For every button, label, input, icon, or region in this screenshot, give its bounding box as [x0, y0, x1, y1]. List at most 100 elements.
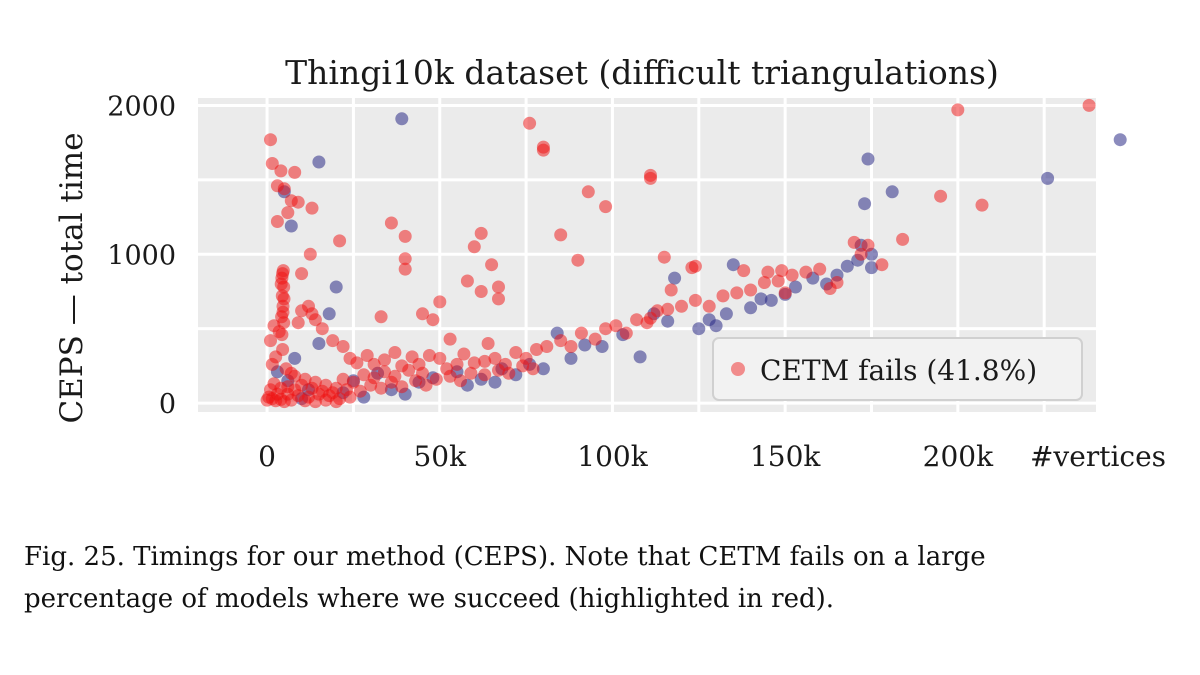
data-point-red [554, 334, 568, 348]
x-tick-label: 200k [923, 440, 994, 473]
legend-box [712, 337, 1083, 401]
data-point-red [402, 363, 416, 377]
data-point-red [419, 378, 433, 392]
data-point-blue [312, 337, 326, 350]
data-point-red [429, 372, 443, 386]
data-point-red [270, 215, 284, 228]
data-point-blue [744, 301, 758, 315]
data-point-blue [858, 197, 872, 211]
data-point-red [388, 346, 402, 359]
data-point-red [395, 380, 409, 394]
data-point-red [644, 171, 657, 185]
data-point-red [374, 310, 388, 324]
data-point-blue [312, 155, 326, 169]
data-point-red [564, 340, 578, 353]
data-point-red [744, 283, 758, 297]
data-point-blue [1041, 171, 1055, 185]
data-point-blue [284, 219, 298, 233]
y-axis-label: CEPS — total time [54, 132, 90, 423]
data-point-red [367, 371, 381, 385]
data-point-red [492, 363, 505, 377]
data-point-red [530, 343, 543, 356]
legend-marker [731, 362, 745, 376]
data-point-red [298, 394, 312, 408]
data-point-red [353, 384, 367, 398]
data-point-red [360, 349, 374, 362]
data-point-red [488, 351, 502, 365]
data-point-red [492, 280, 505, 294]
data-point-red [315, 322, 329, 336]
caption-line-2: percentage of models where we succeed (h… [24, 584, 835, 614]
data-point-red [664, 283, 678, 297]
data-point-red [275, 328, 289, 342]
data-point-red [775, 264, 789, 278]
data-point-red [761, 265, 775, 279]
data-points [260, 98, 1127, 409]
data-point-red [284, 393, 298, 407]
data-point-blue [322, 307, 336, 321]
data-point-red [485, 258, 499, 272]
data-point-red [854, 247, 868, 261]
data-point-red [291, 316, 305, 330]
data-point-blue [726, 258, 740, 272]
data-point-blue [885, 185, 899, 199]
data-point-red [336, 372, 350, 386]
legend-label: CETM fails (41.8%) [760, 354, 1037, 387]
data-point-red [264, 133, 277, 147]
data-point-blue [719, 307, 733, 321]
data-point-red [896, 232, 910, 246]
data-point-red [730, 286, 744, 300]
data-point-red [951, 103, 965, 117]
data-point-red [350, 356, 364, 370]
caption-line-1: Fig. 25. Timings for our method (CEPS). … [24, 542, 986, 572]
data-point-red [288, 165, 302, 179]
data-point-red [509, 346, 523, 359]
data-point-red [875, 258, 889, 272]
data-point-red [571, 253, 585, 267]
data-point-red [799, 265, 813, 279]
data-point-red [609, 319, 623, 333]
data-point-red [778, 286, 792, 300]
data-point-red [281, 206, 295, 220]
data-point-red [467, 356, 481, 370]
data-point-red [478, 354, 492, 368]
data-point-red [308, 313, 322, 327]
data-point-red [277, 182, 291, 196]
data-point-red [474, 226, 488, 240]
data-point-red [277, 316, 291, 330]
data-point-blue [764, 293, 778, 307]
data-point-blue [709, 319, 723, 333]
y-tick-label: 2000 [107, 91, 176, 122]
data-point-red [619, 326, 633, 340]
data-point-red [416, 307, 429, 321]
data-point-red [526, 362, 540, 376]
data-point-red [288, 369, 302, 383]
data-point-red [443, 332, 457, 346]
data-point-blue [840, 259, 854, 273]
data-point-blue [395, 112, 409, 126]
data-point-red [574, 326, 588, 340]
data-point-red [303, 247, 317, 261]
data-point-red [388, 369, 402, 383]
x-tick-label: 0 [258, 440, 276, 473]
data-point-red [276, 264, 290, 278]
data-point-red [426, 313, 440, 327]
data-point-red [702, 299, 716, 313]
data-point-red [830, 276, 844, 289]
data-point-red [384, 216, 398, 230]
data-point-red [813, 262, 827, 276]
chart-title: Thingi10k dataset (difficult triangulati… [285, 53, 999, 92]
data-point-blue [1113, 133, 1127, 147]
x-tick-label: 100k [577, 440, 648, 473]
data-point-red [737, 264, 751, 278]
data-point-blue [633, 350, 647, 364]
data-point-red [378, 353, 391, 367]
data-point-red [785, 268, 799, 282]
data-point-red [276, 305, 290, 319]
data-point-red [264, 334, 277, 348]
data-point-red [416, 366, 429, 380]
data-point-red [454, 374, 467, 388]
data-point-red [336, 340, 350, 353]
data-point-red [433, 351, 447, 365]
data-point-blue [661, 314, 675, 328]
